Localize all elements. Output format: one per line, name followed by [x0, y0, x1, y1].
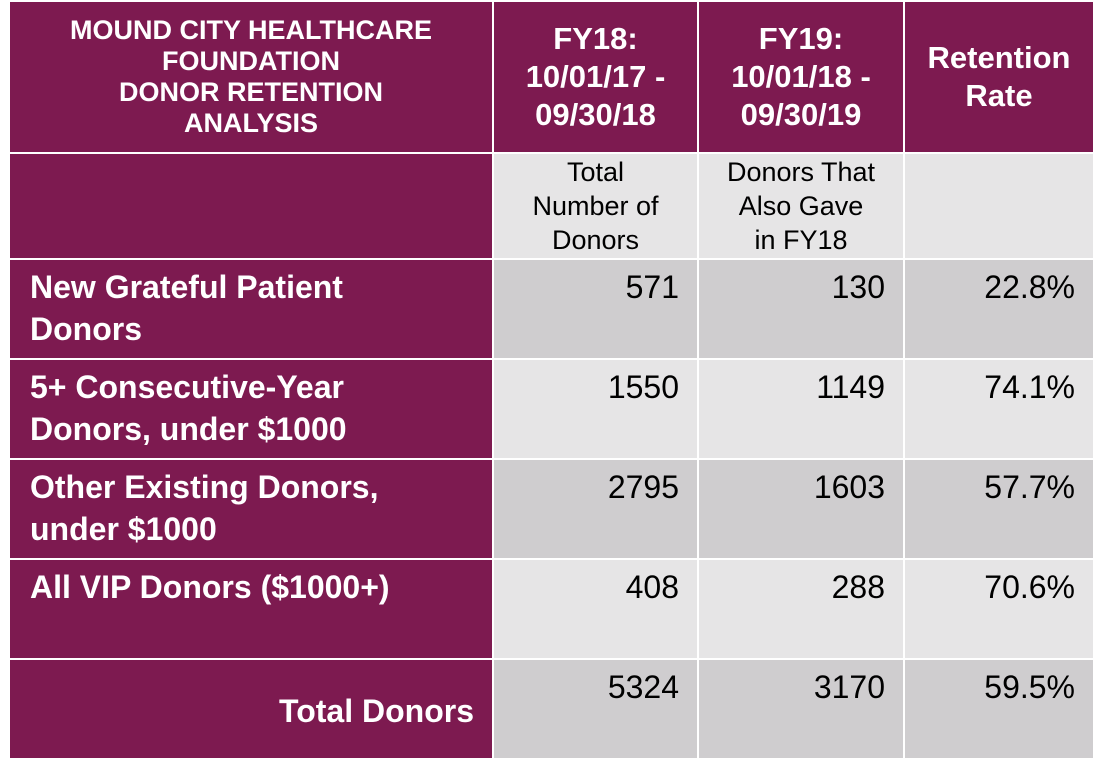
table-title-line: FOUNDATION [162, 46, 340, 76]
fy19-header-cell: FY19: 10/01/18 - 09/30/19 [697, 0, 905, 154]
fy18-subheader-line: Number of [532, 191, 659, 221]
donor-retention-table: MOUND CITY HEALTHCARE FOUNDATION DONOR R… [8, 0, 1095, 760]
fy19-retained-donors-value: 1149 [697, 358, 905, 460]
fy19-subheader-line: in FY18 [754, 225, 848, 255]
table-title-line: DONOR RETENTION [118, 77, 383, 107]
total-retention-rate-value: 59.5% [903, 658, 1095, 760]
retention-rate-header-line: Rate [965, 78, 1033, 113]
row-label-consecutive-year: 5+ Consecutive-Year Donors, under $1000 [8, 358, 494, 460]
total-row: Total Donors 5324 3170 59.5% [8, 658, 1095, 760]
fy19-header-line: 10/01/18 - [731, 59, 871, 94]
fy18-header-cell: FY18: 10/01/17 - 09/30/18 [492, 0, 699, 154]
retention-rate-header-cell: Retention Rate [903, 0, 1095, 154]
row-label-vip: All VIP Donors ($1000+) [8, 558, 494, 660]
fy18-header-line: FY18: [553, 21, 638, 56]
table-title-line: ANALYSIS [183, 108, 319, 138]
retention-rate-header-line: Retention [927, 40, 1071, 75]
fy19-subheader-cell: Donors That Also Gave in FY18 [697, 152, 905, 260]
table-title-cell: MOUND CITY HEALTHCARE FOUNDATION DONOR R… [8, 0, 494, 154]
subheader-row: Total Number of Donors Donors That Also … [8, 152, 1095, 260]
row-label-new-grateful-patient: New Grateful Patient Donors [8, 258, 494, 360]
retention-rate-value: 57.7% [903, 458, 1095, 560]
fy18-total-donors-value: 408 [492, 558, 699, 660]
row-label-line: All VIP Donors ($1000+) [30, 569, 390, 605]
fy18-total-donors-value: 2795 [492, 458, 699, 560]
fy18-total-value: 5324 [492, 658, 699, 760]
fy19-retained-donors-value: 288 [697, 558, 905, 660]
row-label-other-existing: Other Existing Donors, under $1000 [8, 458, 494, 560]
fy18-subheader-line: Donors [551, 225, 640, 255]
fy19-subheader-line: Also Gave [738, 191, 864, 221]
row-label-line: Other Existing Donors, [30, 469, 379, 505]
header-row: MOUND CITY HEALTHCARE FOUNDATION DONOR R… [8, 0, 1095, 154]
fy19-header-line: FY19: [758, 21, 844, 56]
rate-subheader-blank-cell [903, 152, 1095, 260]
fy18-subheader-cell: Total Number of Donors [492, 152, 699, 260]
table-row: Other Existing Donors, under $1000 2795 … [8, 458, 1095, 560]
fy18-subheader-line: Total [566, 157, 625, 187]
fy19-subheader-line: Donors That [726, 157, 876, 187]
fy19-header-line: 09/30/19 [740, 97, 862, 132]
row-label-line: 5+ Consecutive-Year [30, 369, 344, 405]
fy18-total-donors-value: 1550 [492, 358, 699, 460]
fy19-retained-donors-value: 130 [697, 258, 905, 360]
retention-rate-value: 22.8% [903, 258, 1095, 360]
fy18-header-line: 10/01/17 - [525, 59, 666, 94]
row-label-line: under $1000 [30, 511, 217, 547]
table-row: 5+ Consecutive-Year Donors, under $1000 … [8, 358, 1095, 460]
row-label-line: Donors [30, 311, 142, 347]
row-label-line: Donors, under $1000 [30, 411, 347, 447]
retention-rate-value: 70.6% [903, 558, 1095, 660]
fy19-retained-donors-value: 1603 [697, 458, 905, 560]
retention-rate-value: 74.1% [903, 358, 1095, 460]
fy18-header-line: 09/30/18 [535, 97, 656, 132]
table-row: New Grateful Patient Donors 571 130 22.8… [8, 258, 1095, 360]
row-label-line: New Grateful Patient [30, 269, 343, 305]
table-row: All VIP Donors ($1000+) 408 288 70.6% [8, 558, 1095, 660]
subheader-blank-cell [8, 152, 494, 260]
total-donors-label: Total Donors [8, 658, 494, 760]
fy19-total-value: 3170 [697, 658, 905, 760]
table-title-line: MOUND CITY HEALTHCARE [70, 15, 432, 45]
fy18-total-donors-value: 571 [492, 258, 699, 360]
